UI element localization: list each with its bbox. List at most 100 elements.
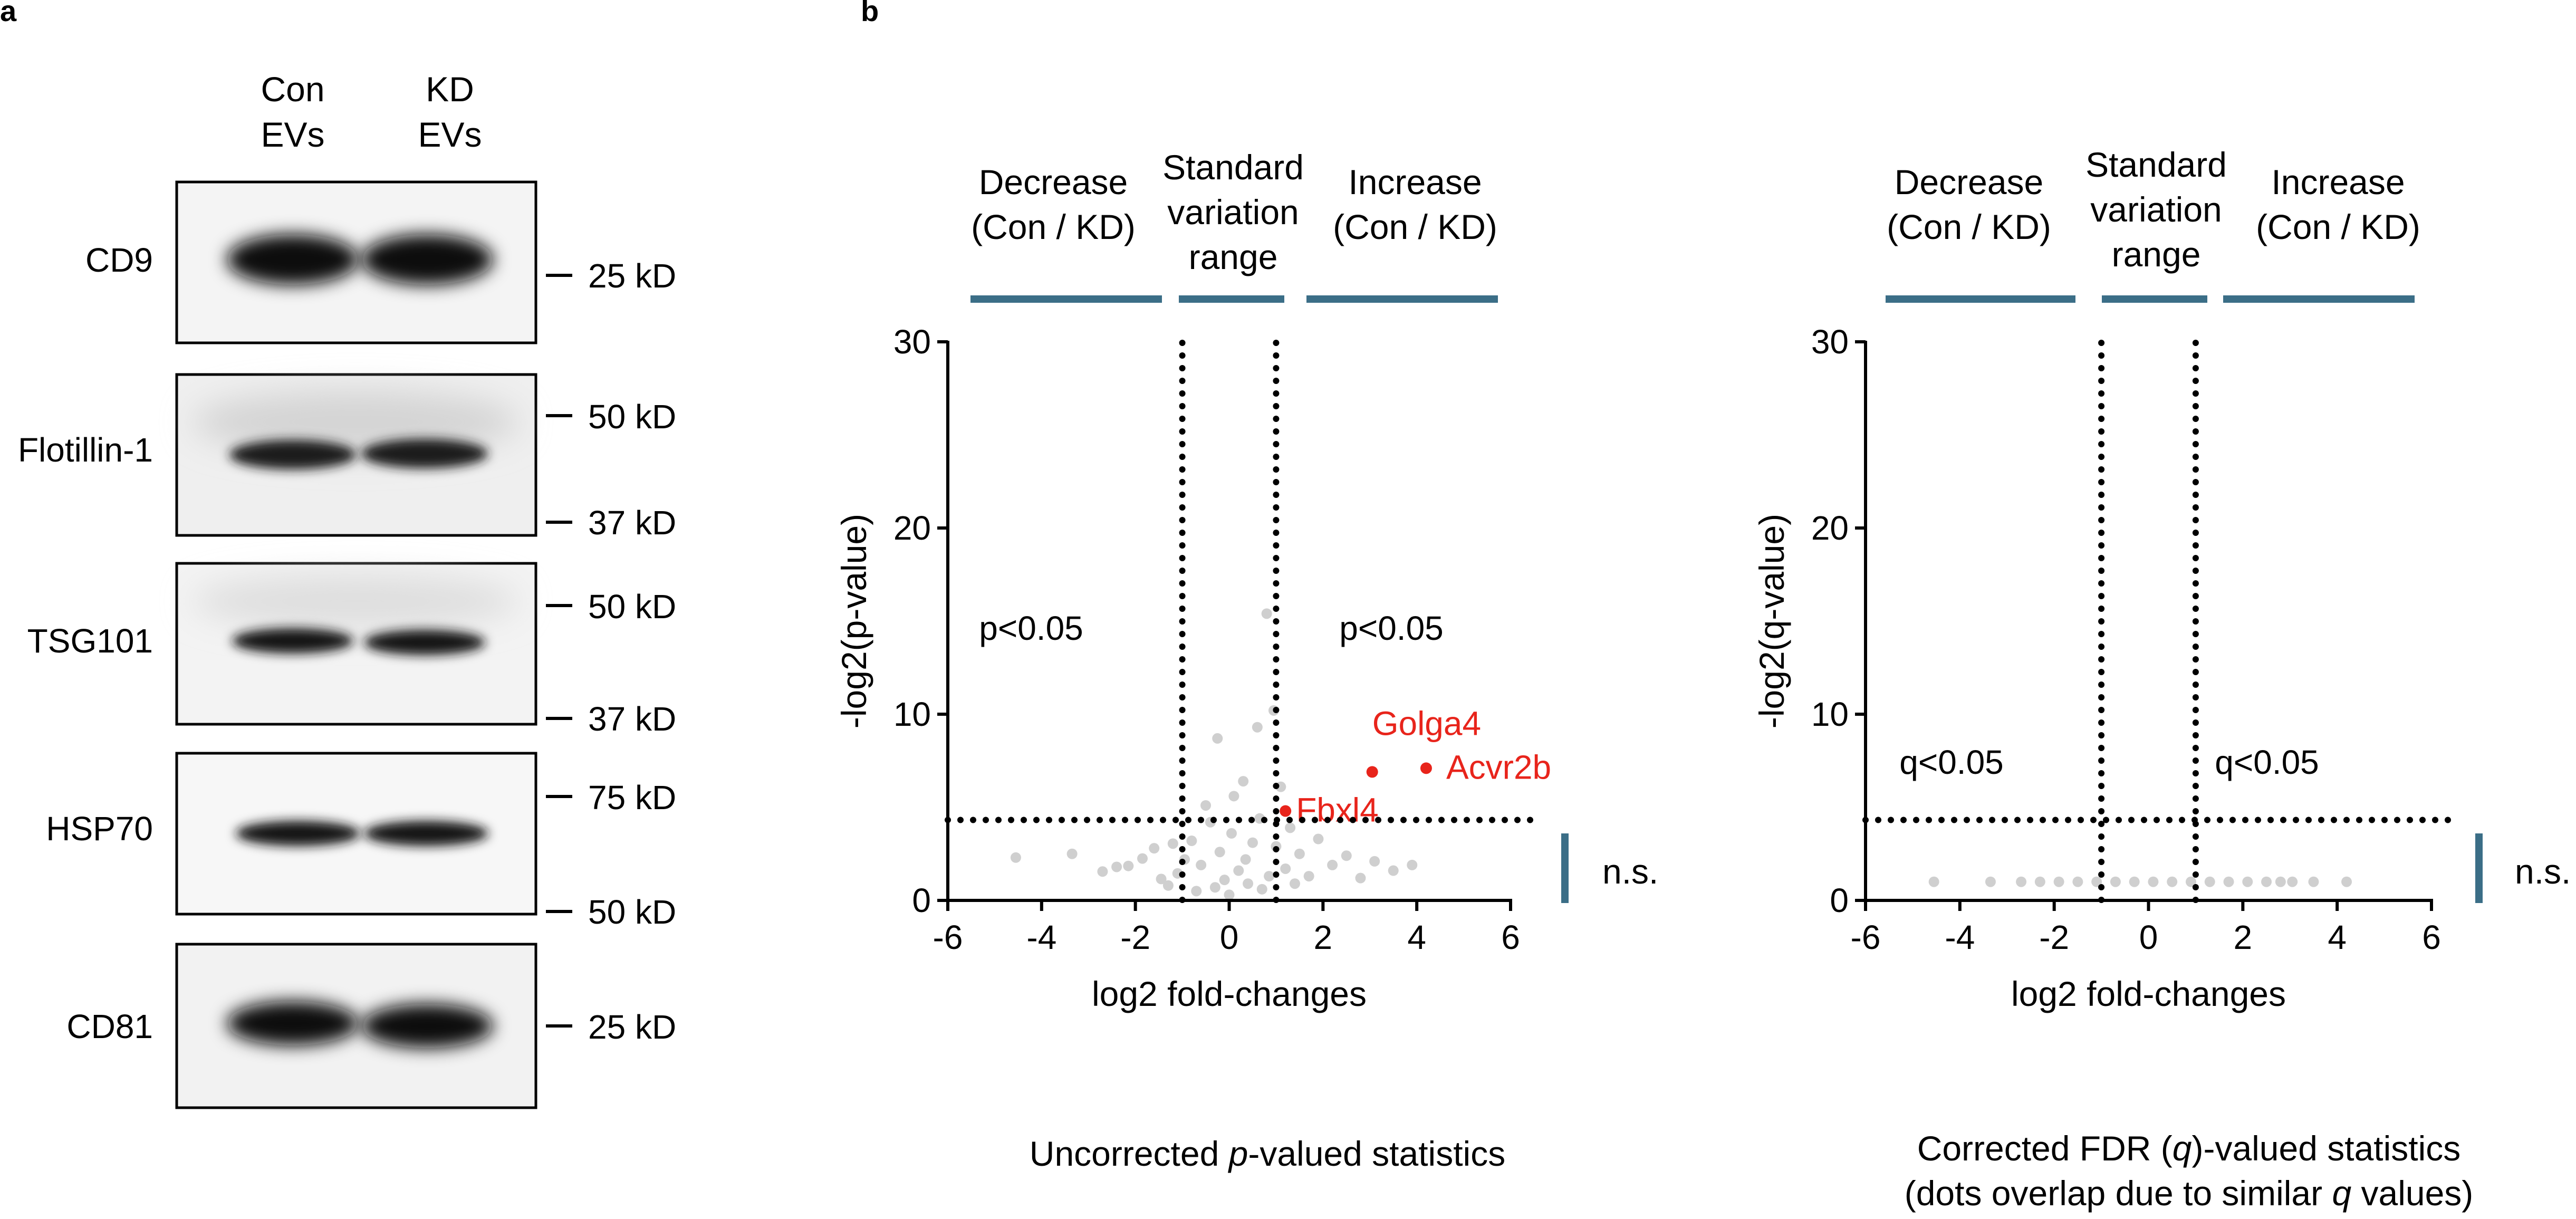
data-point: [1256, 884, 1267, 895]
significance-label-right: p<0.05: [1339, 609, 1444, 647]
blot-cd81-label: CD81: [66, 1007, 153, 1045]
blot-hsp70-label: HSP70: [46, 810, 153, 848]
data-point: [1224, 889, 1235, 900]
region-decrease-line1: Decrease: [979, 162, 1128, 201]
data-point: [2167, 876, 2178, 887]
x-tick-label: -6: [933, 918, 963, 956]
x-tick-label: 0: [2139, 918, 2158, 956]
blot-cd9: CD9 25 kD: [85, 180, 676, 344]
panel-a-label: a: [0, 0, 17, 27]
data-point: [2016, 876, 2027, 887]
x-tick-label: 4: [1407, 918, 1426, 956]
data-point: [1156, 874, 1167, 885]
x-axis-label: log2 fold-changes: [1092, 974, 1367, 1013]
chart-p-caption: Uncorrected p-valued statistics: [1030, 1134, 1505, 1173]
x-tick-label: -4: [1026, 918, 1056, 956]
data-point: [1985, 876, 1996, 887]
significance-label-right: q<0.05: [2215, 743, 2319, 781]
highlight-point-golga4: [1366, 766, 1378, 778]
data-point: [1289, 878, 1300, 889]
data-point: [1369, 856, 1380, 867]
blot-flotillin-1-label: Flotillin-1: [18, 431, 153, 469]
data-point: [1238, 776, 1249, 787]
data-point: [1285, 822, 1296, 833]
y-axis-label: -log2(p-value): [834, 514, 873, 728]
data-point: [1162, 880, 1174, 891]
region-header-q: Decrease (Con / KD) Standard variation r…: [1886, 145, 2420, 303]
region-standard-line1: Standard: [1162, 148, 1304, 187]
highlight-label-fbxl4: Fbxl4: [1296, 791, 1379, 829]
data-point: [2091, 876, 2102, 887]
blot-cd81-marker-0: 25 kD: [588, 1008, 676, 1046]
blot-cd9-marker-0: 25 kD: [588, 257, 676, 295]
blot-cd81-band-con: [227, 1001, 359, 1045]
region-standard-line1: Standard: [2085, 145, 2227, 184]
region-increase-line1: Increase: [1348, 162, 1482, 201]
x-tick-label: 2: [1314, 918, 1333, 956]
data-point: [2261, 876, 2272, 887]
data-point: [1209, 882, 1220, 893]
x-tick-label: -2: [2039, 918, 2069, 956]
data-point: [1407, 859, 1418, 870]
data-point: [1243, 878, 1254, 889]
lane-header-kd-line2: EVs: [418, 115, 482, 154]
data-point: [2053, 876, 2064, 887]
data-point: [2204, 876, 2215, 887]
blot-tsg101-band-kd: [364, 630, 485, 655]
data-point: [2287, 876, 2298, 887]
blot-hsp70: HSP70 75 kD 50 kD: [46, 752, 676, 931]
blot-tsg101-marker-0: 50 kD: [588, 588, 676, 626]
blot-tsg101-label: TSG101: [27, 622, 153, 660]
data-point: [2072, 876, 2083, 887]
data-point: [1167, 838, 1178, 849]
chart-p: Decrease (Con / KD) Standard variation r…: [834, 148, 1658, 1173]
region-standard-line2: variation: [2090, 190, 2222, 229]
highlight-label-acvr2b: Acvr2b: [1446, 748, 1551, 786]
data-point: [2110, 876, 2121, 887]
y-tick-label: 0: [1830, 881, 1849, 919]
data-point: [1327, 859, 1338, 870]
data-point: [2308, 876, 2319, 887]
x-tick-label: 4: [2328, 918, 2347, 956]
data-point: [1233, 865, 1244, 876]
data-point: [1191, 886, 1202, 897]
blot-cd81: CD81 25 kD: [66, 943, 676, 1109]
data-point: [1261, 608, 1272, 619]
data-point: [1247, 837, 1258, 848]
y-tick-label: 20: [893, 509, 931, 547]
blot-tsg101: TSG101 50 kD 37 kD: [27, 562, 676, 738]
blot-tsg101-band-con: [232, 628, 353, 654]
blot-hsp70-band-kd: [364, 821, 488, 846]
data-point: [1240, 854, 1251, 865]
ns-label: n.s.: [1602, 852, 1658, 891]
data-point: [1264, 871, 1275, 882]
chart-q-caption-line1: Corrected FDR (q)-valued statistics: [1917, 1129, 2461, 1168]
blot-flotillin-1-marker-0: 50 kD: [588, 398, 676, 436]
highlight-point-acvr2b: [1420, 762, 1432, 774]
data-point: [1355, 872, 1366, 884]
x-tick-label: 6: [2422, 918, 2441, 956]
data-point: [1303, 871, 1314, 882]
data-point: [2148, 876, 2159, 887]
data-point: [1388, 865, 1399, 876]
chart-q-caption-line2: (dots overlap due to similar q values): [1905, 1174, 2474, 1213]
region-increase-line1: Increase: [2271, 162, 2405, 201]
data-point: [1226, 828, 1237, 839]
data-point: [1137, 853, 1148, 864]
region-standard-line3: range: [2112, 235, 2201, 274]
blot-hsp70-marker-0: 75 kD: [588, 779, 676, 817]
data-point: [1123, 860, 1134, 871]
data-point: [2242, 876, 2253, 887]
blot-flotillin-1: Flotillin-1 50 kD 37 kD: [18, 373, 676, 542]
x-tick-label: 2: [2234, 918, 2253, 956]
x-axis-label: log2 fold-changes: [2011, 974, 2286, 1013]
blot-flotillin-1-band-kd: [361, 439, 488, 468]
data-point: [2223, 876, 2234, 887]
significance-label-left: p<0.05: [979, 609, 1083, 647]
data-point: [1294, 848, 1305, 859]
data-point: [2034, 876, 2045, 887]
highlight-point-fbxl4: [1280, 805, 1292, 817]
region-decrease-line2: (Con / KD): [971, 207, 1136, 246]
data-point: [1252, 722, 1263, 733]
